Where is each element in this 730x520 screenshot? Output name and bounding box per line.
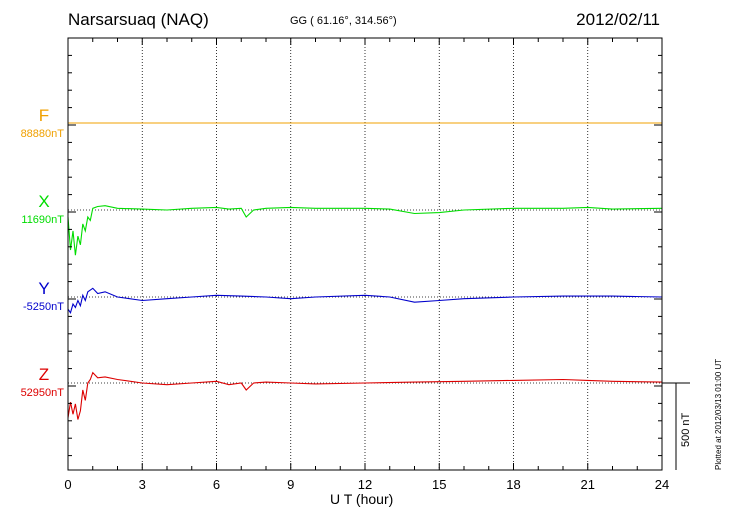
- plot-date: 2012/02/11: [576, 10, 660, 29]
- x-tick-label: 24: [655, 477, 669, 492]
- x-tick-label: 3: [139, 477, 146, 492]
- x-tick-label: 18: [506, 477, 520, 492]
- series-y-baseline-value: -5250nT: [23, 301, 64, 313]
- x-axis-label: U T (hour): [330, 491, 394, 507]
- scale-bar: [662, 382, 690, 470]
- series-z-line: [67, 371, 663, 420]
- vertical-grid: [141, 38, 589, 470]
- series-z-baseline-value: 52950nT: [20, 387, 64, 399]
- x-tick-label: 9: [287, 477, 294, 492]
- series-x-baseline-value: 11690nT: [21, 214, 64, 226]
- series-z-name: Z: [38, 365, 50, 384]
- x-tick-label: 15: [432, 477, 446, 492]
- series-f-baseline-value: 88880nT: [20, 128, 64, 140]
- scale-bar-label: 500 nT: [680, 412, 692, 447]
- x-tick-label: 21: [581, 477, 595, 492]
- series-x-name: X: [38, 192, 50, 211]
- series-y-line: [67, 287, 663, 314]
- series-y-name: Y: [38, 279, 50, 298]
- series-x-line: [67, 205, 663, 256]
- series-lines: [67, 122, 663, 420]
- x-tick-label: 0: [64, 477, 71, 492]
- station-title: Narsarsuaq (NAQ): [68, 10, 209, 29]
- plotted-timestamp: Plotted at 2012/03/13 01:00 UT: [714, 358, 723, 470]
- x-ticks: 0 3 6 9 12 15 18 21 24: [64, 38, 669, 492]
- series-f-name: F: [38, 106, 50, 125]
- x-tick-label: 12: [358, 477, 372, 492]
- y-ticks: [68, 54, 662, 457]
- station-coordinates: GG ( 61.16°, 314.56°): [290, 15, 397, 27]
- x-tick-label: 6: [213, 477, 220, 492]
